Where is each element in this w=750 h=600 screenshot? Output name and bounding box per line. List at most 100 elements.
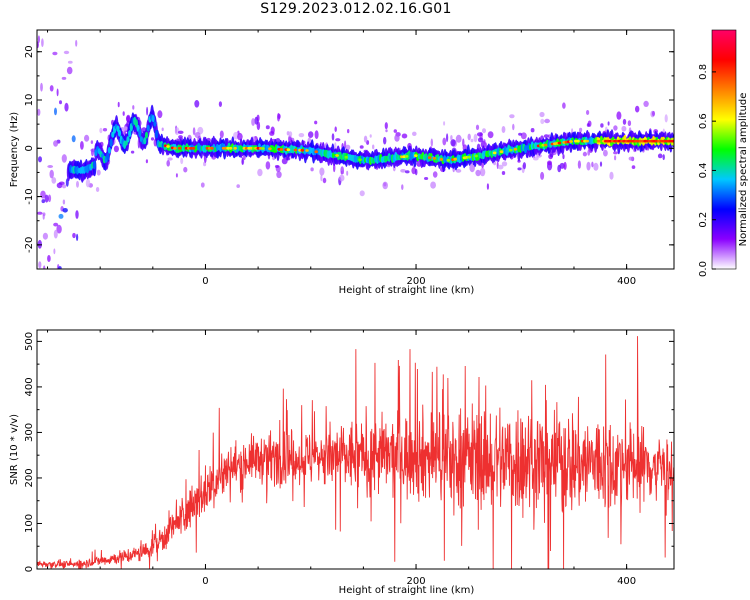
heatmap-cell xyxy=(37,108,41,116)
y-tick-label: 300 xyxy=(24,423,35,442)
colorbar-frame xyxy=(711,29,737,270)
heatmap-cell xyxy=(99,127,103,134)
heatmap-cell xyxy=(543,134,549,139)
heatmap-cell xyxy=(49,85,54,92)
heatmap-cell xyxy=(628,156,634,161)
heatmap-cell xyxy=(401,133,408,139)
heatmap-cell xyxy=(586,110,590,115)
x-tick-label: 400 xyxy=(617,576,636,587)
y-tick-label: 100 xyxy=(24,514,35,533)
heatmap-cell xyxy=(61,154,67,163)
heatmap-cell xyxy=(405,170,410,174)
heatmap-cell xyxy=(393,129,397,133)
heatmap-cell xyxy=(109,138,113,147)
heatmap-cell xyxy=(177,146,182,150)
heatmap-cell xyxy=(54,107,57,116)
heatmap-cell xyxy=(414,154,418,158)
heatmap-cell xyxy=(559,162,565,169)
heatmap-cell xyxy=(450,135,453,141)
heatmap-cell xyxy=(404,155,409,158)
heatmap-cell xyxy=(143,137,147,145)
heatmap-cell xyxy=(430,181,436,189)
heatmap-cell xyxy=(161,127,164,132)
heatmap-cell xyxy=(80,141,84,150)
heatmap-cell xyxy=(455,134,462,143)
heatmap-cell xyxy=(359,190,365,197)
heatmap-cell xyxy=(342,170,344,175)
heatmap-cell xyxy=(219,130,224,139)
heatmap-cell xyxy=(345,144,351,151)
heatmap-cell xyxy=(334,126,337,132)
heatmap-cell xyxy=(44,194,49,203)
heatmap-cell xyxy=(241,157,244,165)
heatmap-cell xyxy=(576,139,580,143)
heatmap-cell xyxy=(40,82,43,92)
snr-y-axis-label: SNR (10 * v/v) xyxy=(9,414,20,485)
heatmap-cell xyxy=(43,265,46,269)
heatmap-cell xyxy=(191,146,196,150)
heatmap-cell xyxy=(200,182,205,188)
heatmap-cell xyxy=(58,181,65,185)
heatmap-cell xyxy=(47,255,51,262)
y-tick-label: 200 xyxy=(24,468,35,487)
heatmap-cell xyxy=(662,154,665,161)
heatmap-cell xyxy=(446,133,449,143)
heatmap-cell xyxy=(424,177,429,180)
heatmap-cell xyxy=(557,141,562,145)
heatmap-cell xyxy=(599,161,603,167)
heatmap-cell xyxy=(479,167,486,177)
heatmap-cell xyxy=(562,154,565,160)
heatmap-cell xyxy=(467,155,471,159)
heatmap-cell xyxy=(38,156,42,163)
heatmap-cell xyxy=(443,121,446,126)
heatmap-x-axis-label: Height of straight line (km) xyxy=(339,285,475,296)
x-tick-label: 0 xyxy=(202,276,208,287)
heatmap-cell xyxy=(53,229,58,239)
heatmap-cell xyxy=(622,118,627,125)
heatmap-cell xyxy=(477,137,484,143)
heatmap-cell xyxy=(671,139,674,143)
heatmap-cell xyxy=(298,133,305,138)
heatmap-cell xyxy=(37,35,41,43)
heatmap-cell xyxy=(520,132,527,140)
heatmap-cell xyxy=(41,199,46,204)
colorbar-label: Normalized spectral amplitude xyxy=(738,93,749,247)
heatmap-cell xyxy=(151,115,155,123)
heatmap-cell xyxy=(358,158,363,162)
heatmap-cell xyxy=(53,248,56,255)
colorbar xyxy=(712,30,736,269)
heatmap-cell xyxy=(439,158,444,161)
heatmap-cell xyxy=(475,169,481,177)
heatmap-cell xyxy=(62,184,67,189)
heatmap-cell xyxy=(64,102,69,112)
heatmap-cell xyxy=(56,224,62,234)
heatmap-cell xyxy=(536,154,542,158)
heatmap-cell xyxy=(117,129,122,137)
heatmap-cell xyxy=(56,88,59,97)
heatmap-cell xyxy=(210,146,214,150)
heatmap-cell xyxy=(177,130,184,134)
heatmap-cell xyxy=(509,114,515,119)
heatmap-cell xyxy=(269,131,275,136)
heatmap-cell xyxy=(512,123,515,131)
heatmap-cell xyxy=(657,153,663,159)
colorbar-tick-label: 0.0 xyxy=(698,261,709,277)
heatmap-cell xyxy=(339,174,345,182)
heatmap-cell xyxy=(41,38,44,47)
heatmap-cells xyxy=(37,35,674,269)
heatmap-cell xyxy=(106,152,110,161)
heatmap-cell xyxy=(113,145,119,153)
heatmap-cell xyxy=(314,130,319,140)
heatmap-cell xyxy=(62,208,68,213)
heatmap-cell xyxy=(288,131,293,138)
y-tick-label: 500 xyxy=(24,332,35,351)
heatmap-cell xyxy=(157,110,163,119)
heatmap-cell xyxy=(474,154,478,158)
snr-x-axis-label: Height of straight line (km) xyxy=(339,585,475,596)
heatmap-cell xyxy=(107,147,111,154)
heatmap-cell xyxy=(126,136,130,143)
heatmap-cell xyxy=(194,100,200,108)
heatmap-cell xyxy=(540,171,545,180)
x-tick-label: 200 xyxy=(406,576,425,587)
heatmap-cell xyxy=(603,149,608,157)
